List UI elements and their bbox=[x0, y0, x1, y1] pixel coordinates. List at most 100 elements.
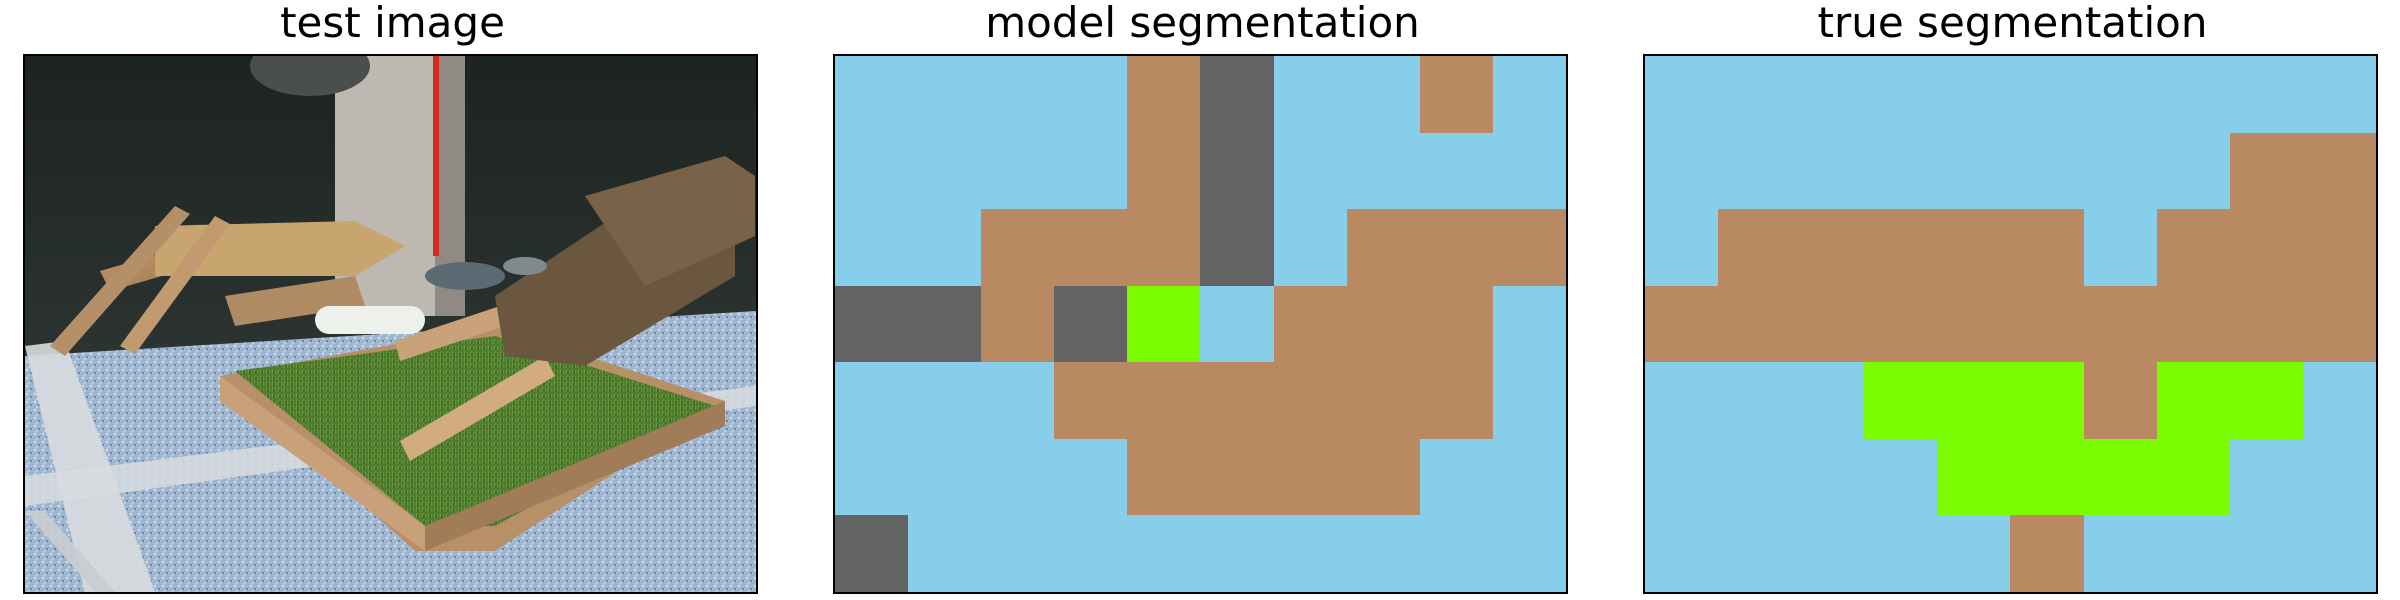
segmentation-cell bbox=[1864, 209, 1938, 286]
segmentation-cell bbox=[835, 209, 909, 286]
segmentation-cell bbox=[981, 132, 1055, 210]
segmentation-cell bbox=[2156, 362, 2230, 439]
segmentation-cell bbox=[1937, 132, 2011, 210]
segmentation-cell bbox=[2229, 56, 2303, 133]
segmentation-cell bbox=[981, 209, 1055, 286]
segmentation-cell bbox=[1937, 56, 2011, 133]
segmentation-cell bbox=[908, 515, 982, 592]
segmentation-cell bbox=[1200, 515, 1274, 592]
segmentation-cell bbox=[1791, 515, 1865, 592]
segmentation-cell bbox=[1054, 285, 1128, 363]
segmentation-cell bbox=[908, 209, 982, 286]
segmentation-cell bbox=[2083, 132, 2157, 210]
segmentation-cell bbox=[1864, 285, 1938, 363]
segmentation-cell bbox=[1791, 438, 1865, 516]
segmentation-cell bbox=[2229, 285, 2303, 363]
segmentation-cell bbox=[908, 132, 982, 210]
segmentation-cell bbox=[1346, 362, 1420, 439]
segmentation-cell bbox=[1492, 132, 1566, 210]
segmentation-cell bbox=[1645, 285, 1719, 363]
segmentation-cell bbox=[2156, 285, 2230, 363]
segmentation-cell bbox=[2083, 362, 2157, 439]
segmentation-cell bbox=[1127, 515, 1201, 592]
true-segmentation-title: true segmentation bbox=[1817, 0, 2208, 47]
segmentation-cell bbox=[1419, 209, 1493, 286]
segmentation-cell bbox=[1054, 132, 1128, 210]
segmentation-cell bbox=[1791, 56, 1865, 133]
segmentation-cell bbox=[1273, 515, 1347, 592]
segmentation-cell bbox=[1419, 362, 1493, 439]
segmentation-cell bbox=[2229, 515, 2303, 592]
segmentation-cell bbox=[2156, 438, 2230, 516]
segmentation-cell bbox=[1645, 515, 1719, 592]
segmentation-cell bbox=[835, 56, 909, 133]
segmentation-cell bbox=[1645, 438, 1719, 516]
segmentation-cell bbox=[835, 515, 909, 592]
segmentation-cell bbox=[1127, 362, 1201, 439]
segmentation-cell bbox=[1346, 56, 1420, 133]
segmentation-cell bbox=[1492, 362, 1566, 439]
segmentation-cell bbox=[981, 56, 1055, 133]
segmentation-cell bbox=[908, 56, 982, 133]
segmentation-cell bbox=[2083, 209, 2157, 286]
segmentation-cell bbox=[1718, 56, 1792, 133]
segmentation-cell bbox=[2229, 362, 2303, 439]
segmentation-cell bbox=[2010, 56, 2084, 133]
segmentation-cell bbox=[981, 285, 1055, 363]
segmentation-cell bbox=[1937, 285, 2011, 363]
segmentation-cell bbox=[1346, 209, 1420, 286]
segmentation-cell bbox=[835, 438, 909, 516]
segmentation-cell bbox=[2083, 515, 2157, 592]
segmentation-cell bbox=[1200, 209, 1274, 286]
segmentation-cell bbox=[2010, 132, 2084, 210]
test-image-title: test image bbox=[280, 0, 505, 47]
segmentation-cell bbox=[1419, 438, 1493, 516]
segmentation-cell bbox=[835, 285, 909, 363]
segmentation-cell bbox=[981, 515, 1055, 592]
segmentation-cell bbox=[1054, 209, 1128, 286]
segmentation-cell bbox=[2010, 362, 2084, 439]
segmentation-cell bbox=[2083, 56, 2157, 133]
segmentation-cell bbox=[1419, 515, 1493, 592]
segmentation-cell bbox=[1273, 362, 1347, 439]
segmentation-cell bbox=[1127, 132, 1201, 210]
segmentation-cell bbox=[1718, 132, 1792, 210]
segmentation-cell bbox=[2302, 132, 2376, 210]
segmentation-cell bbox=[1200, 132, 1274, 210]
segmentation-cell bbox=[2302, 515, 2376, 592]
segmentation-cell bbox=[2010, 209, 2084, 286]
segmentation-cell bbox=[1127, 285, 1201, 363]
segmentation-cell bbox=[908, 362, 982, 439]
test-image bbox=[25, 56, 756, 592]
segmentation-cell bbox=[1054, 438, 1128, 516]
segmentation-cell bbox=[2302, 362, 2376, 439]
segmentation-cell bbox=[1645, 56, 1719, 133]
segmentation-cell bbox=[2010, 515, 2084, 592]
segmentation-cell bbox=[1346, 285, 1420, 363]
segmentation-cell bbox=[1492, 209, 1566, 286]
model-segmentation-title: model segmentation bbox=[985, 0, 1420, 47]
segmentation-cell bbox=[835, 362, 909, 439]
segmentation-cell bbox=[1200, 56, 1274, 133]
segmentation-cell bbox=[835, 132, 909, 210]
segmentation-cell bbox=[1200, 285, 1274, 363]
segmentation-cell bbox=[2302, 209, 2376, 286]
segmentation-cell bbox=[1419, 285, 1493, 363]
segmentation-cell bbox=[1791, 285, 1865, 363]
segmentation-cell bbox=[1127, 56, 1201, 133]
segmentation-cell bbox=[1492, 285, 1566, 363]
segmentation-cell bbox=[1791, 132, 1865, 210]
segmentation-cell bbox=[2083, 285, 2157, 363]
segmentation-cell bbox=[1791, 209, 1865, 286]
model-segmentation-grid bbox=[835, 56, 1566, 592]
segmentation-cell bbox=[981, 438, 1055, 516]
segmentation-cell bbox=[2156, 132, 2230, 210]
segmentation-cell bbox=[1718, 209, 1792, 286]
model-segmentation-panel bbox=[833, 54, 1568, 594]
segmentation-cell bbox=[1054, 362, 1128, 439]
segmentation-cell bbox=[981, 362, 1055, 439]
segmentation-cell bbox=[1791, 362, 1865, 439]
segmentation-cell bbox=[1937, 438, 2011, 516]
segmentation-cell bbox=[1054, 56, 1128, 133]
segmentation-cell bbox=[1273, 438, 1347, 516]
